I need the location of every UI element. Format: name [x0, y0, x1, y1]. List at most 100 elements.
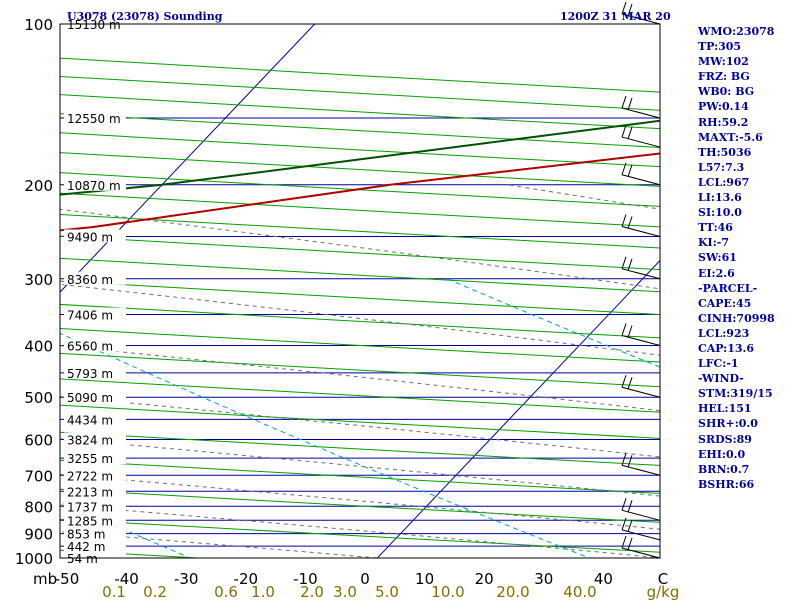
sounding-index: STM:319/15	[698, 387, 773, 401]
mixing-ratio-tick-label: 0.2	[143, 583, 167, 600]
sounding-index: TH:5036	[698, 145, 752, 159]
wind-barb-flag	[627, 500, 633, 513]
sounding-index: EI:2.6	[698, 266, 735, 280]
mixing-ratio-3	[60, 500, 192, 558]
sounding-indices: WMO:23078 TP:305 MW:102 FRZ: BG WB0: BG PW:0.…	[698, 24, 775, 492]
height-label-text: 4434 m	[67, 413, 113, 427]
temperature-tick-label: C	[658, 570, 668, 588]
height-label-bg	[64, 526, 126, 540]
chart-title: U3078 (23078) Sounding	[67, 10, 223, 23]
sounding-index: KI:-7	[698, 236, 729, 250]
mixing-ratio-tick-label: 1.0	[251, 583, 275, 600]
moist-adiabat-5	[60, 504, 660, 558]
height-label: 8360 m	[64, 271, 126, 287]
pressure-tick-label: 300	[24, 271, 53, 289]
height-label-text: 9490 m	[67, 230, 113, 244]
plot-frame	[59, 23, 661, 559]
y-axis-unit: mb	[33, 570, 57, 588]
sounding-index: -WIND-	[698, 372, 744, 386]
sounding-index: CAPE:45	[698, 296, 752, 310]
pressure-tick-label: 700	[24, 467, 53, 485]
sounding-index: MAXT:-5.6	[698, 130, 763, 144]
mixing-ratio-tick-label: g/kg	[647, 583, 680, 600]
wind-barb	[621, 1, 661, 25]
height-label-text: 3824 m	[67, 434, 113, 448]
wind-barb-flag	[621, 214, 627, 227]
height-label: 7406 m	[64, 307, 126, 323]
height-label-bg	[64, 390, 126, 404]
sounding-index: HEL:151	[698, 402, 752, 416]
height-label-bg	[64, 484, 126, 498]
height-label: 5090 m	[64, 390, 126, 405]
pressure-tick-label: 800	[24, 498, 53, 516]
height-label-bg	[64, 229, 126, 243]
sounding-index: SRDS:89	[698, 432, 752, 446]
pressure-tick-label: 100	[24, 16, 53, 34]
height-label-bg	[64, 499, 126, 513]
wind-barb-flag	[621, 535, 627, 549]
wind-barb-flag	[627, 325, 633, 338]
sounding-index: CAP:13.6	[698, 341, 755, 355]
height-label-bg	[64, 338, 126, 352]
height-label-text: 8360 m	[67, 273, 113, 287]
height-label: 3824 m	[64, 432, 126, 448]
height-label-bg	[64, 177, 126, 191]
wind-barb-flag	[627, 3, 633, 17]
wind-barb	[621, 214, 661, 237]
dry-adiabat-320	[60, 404, 660, 439]
wind-barb-flag	[627, 126, 633, 140]
height-label-text: 15130 m	[67, 18, 121, 32]
wind-barb-flag	[627, 377, 633, 390]
sounding-index: MW:102	[698, 55, 749, 69]
height-label-text: 2722 m	[67, 469, 113, 483]
wind-barb-flag	[621, 498, 627, 511]
wind-barb	[621, 323, 661, 346]
height-label: 1737 m	[64, 499, 126, 514]
height-label-text: 853 m	[67, 528, 105, 542]
temperature-tick-label: 30	[534, 570, 553, 588]
height-label-bg	[64, 271, 126, 285]
temperature-tick-label: 20	[475, 570, 494, 588]
height-label: 9490 m	[64, 229, 126, 244]
height-label: 442 m	[64, 539, 126, 554]
height-label: 10870 m	[64, 177, 126, 193]
wind-barb-flag	[621, 124, 627, 138]
height-label: 3255 m	[64, 451, 126, 466]
wind-barb-flag	[621, 323, 627, 336]
sounding-index: WB0: BG	[698, 85, 755, 99]
wind-barb	[621, 256, 661, 280]
height-label-bg	[64, 468, 126, 482]
sounding-index: EHI:0.0	[698, 447, 746, 461]
height-label-bg	[64, 111, 126, 125]
height-label: 4434 m	[64, 412, 126, 427]
mixing-ratio-tick-label: 10.0	[431, 583, 464, 600]
wind-barb-flag	[627, 216, 633, 229]
wind-barb-flag	[627, 455, 633, 468]
sounding-index: TP:305	[698, 40, 742, 54]
wind-barb	[621, 162, 661, 186]
height-label-bg	[64, 307, 126, 321]
pressure-tick-label: 1000	[15, 550, 53, 568]
mixing-ratio-5	[60, 332, 591, 558]
mixing-ratio-tick-label: 2.0	[300, 583, 324, 600]
height-label-text: 54 m	[67, 552, 98, 566]
height-label-bg	[64, 412, 126, 426]
isotherm-0	[376, 259, 660, 558]
wind-barb-flag	[621, 162, 627, 175]
height-label-text: 10870 m	[67, 179, 121, 193]
sounding-index: CINH:70998	[698, 311, 775, 325]
sounding-index: LI:13.6	[698, 191, 742, 205]
wind-barb-flag	[627, 97, 633, 111]
sounding-index: L57:7.3	[698, 160, 745, 174]
height-labels: 15130 m 12550 m 10870 m 9490 m 8360 m 7406 m 6…	[64, 17, 126, 566]
pressure-tick-label: 400	[24, 338, 53, 356]
height-label-text: 5090 m	[67, 391, 113, 405]
height-label-text: 3255 m	[67, 452, 113, 466]
sounding-index: LFC:-1	[698, 357, 739, 371]
temperature-tick-label: 0	[360, 570, 370, 588]
height-label-bg	[64, 539, 126, 553]
dry-adiabat-400	[60, 213, 660, 249]
sounding-index: LCL:967	[698, 175, 750, 189]
